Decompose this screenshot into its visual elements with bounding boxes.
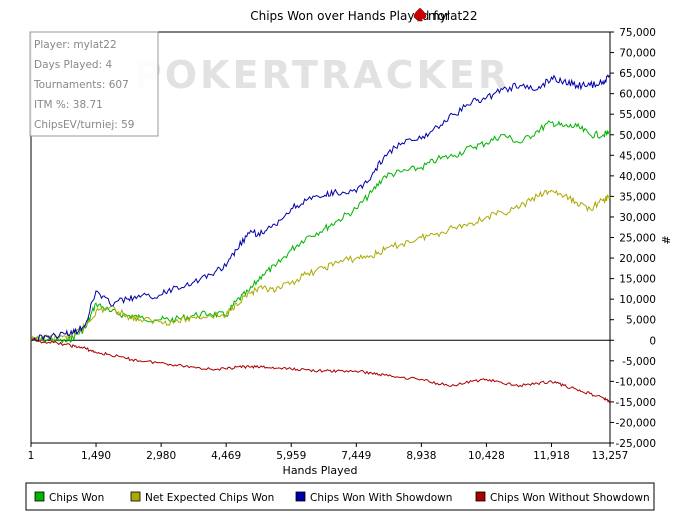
x-axis-label: Hands Played xyxy=(283,464,358,477)
info-player: Player: mylat22 xyxy=(34,39,117,51)
x-tick-label: 1 xyxy=(28,450,35,462)
y-tick-label: -15,000 xyxy=(615,397,656,409)
series-line-0 xyxy=(30,120,611,344)
legend-items: Chips Won Net Expected Chips Won Chips Won… xyxy=(34,491,650,504)
legend-item-3: Chips Won Without Showdown xyxy=(475,491,650,504)
y-tick-label: 0 xyxy=(649,335,656,347)
legend-swatch xyxy=(130,491,141,502)
y-tick-label: 70,000 xyxy=(619,48,656,60)
info-box: Player: mylat22 Days Played: 4 Tournamen… xyxy=(29,31,159,137)
x-tick-label: 7,449 xyxy=(341,450,371,462)
legend-label: Chips Won xyxy=(49,492,104,504)
y-tick-label: 40,000 xyxy=(619,171,656,183)
y-tick-label: 75,000 xyxy=(619,27,656,39)
legend-label: Chips Won With Showdown xyxy=(310,492,452,504)
spade-icon xyxy=(413,7,427,22)
x-tick-label: 4,469 xyxy=(211,450,241,462)
series-line-2 xyxy=(30,73,611,342)
series-line-1 xyxy=(30,189,611,344)
x-tick-label: 10,428 xyxy=(468,450,505,462)
y-tick-label: 25,000 xyxy=(619,233,656,245)
series-line-3 xyxy=(30,338,611,404)
y-tick-label: -25,000 xyxy=(615,438,656,450)
x-tick-label: 2,980 xyxy=(146,450,176,462)
legend-item-0: Chips Won xyxy=(34,491,104,504)
info-itm: ITM %: 38.71 xyxy=(34,99,103,111)
y-tick-label: 55,000 xyxy=(619,109,656,121)
legend-item-1: Net Expected Chips Won xyxy=(130,491,274,504)
y-tick-label: 20,000 xyxy=(619,253,656,265)
y-tick-label: 35,000 xyxy=(619,191,656,203)
info-chipsev: ChipsEV/turniej: 59 xyxy=(34,119,134,131)
legend-item-2: Chips Won With Showdown xyxy=(295,491,452,504)
legend-label: Net Expected Chips Won xyxy=(145,492,274,504)
y-tick-label: 10,000 xyxy=(619,294,656,306)
y-tick-label: 65,000 xyxy=(619,68,656,80)
y-tick-label: 5,000 xyxy=(626,315,656,327)
legend-swatch xyxy=(295,491,306,502)
x-tick-label: 1,490 xyxy=(81,450,111,462)
legend-swatch xyxy=(475,491,486,502)
x-tick-label: 13,257 xyxy=(592,450,629,462)
x-tick-label: 11,918 xyxy=(533,450,570,462)
y-tick-label: 30,000 xyxy=(619,212,656,224)
y-tick-label: 15,000 xyxy=(619,274,656,286)
y-tick-label: 60,000 xyxy=(619,89,656,101)
y-tick-label: 50,000 xyxy=(619,130,656,142)
x-tick-label: 8,938 xyxy=(406,450,436,462)
x-axis: 1 1,490 2,980 4,469 5,959 7,449 8,938 10,428 11,… xyxy=(28,443,629,462)
y-axis-label: # xyxy=(660,235,673,244)
chart-title-player: mylat22 xyxy=(428,9,477,23)
legend-swatch xyxy=(34,491,45,502)
x-tick-label: 5,959 xyxy=(276,450,306,462)
series-layer xyxy=(30,73,611,404)
y-tick-label: -20,000 xyxy=(615,417,656,429)
y-tick-label: -5,000 xyxy=(622,356,656,368)
y-tick-label: 45,000 xyxy=(619,150,656,162)
y-axis: -25,000 -20,000 -15,000 -10,000 -5,000 0 5,000… xyxy=(610,27,656,450)
watermark: POKERTRACKER xyxy=(134,53,510,97)
chart-title: Chips Won over Hands Played for xyxy=(250,9,450,23)
info-days-played: Days Played: 4 xyxy=(34,59,112,71)
y-tick-label: -10,000 xyxy=(615,376,656,388)
legend-label: Chips Won Without Showdown xyxy=(490,492,650,504)
info-tournaments: Tournaments: 607 xyxy=(33,79,129,91)
